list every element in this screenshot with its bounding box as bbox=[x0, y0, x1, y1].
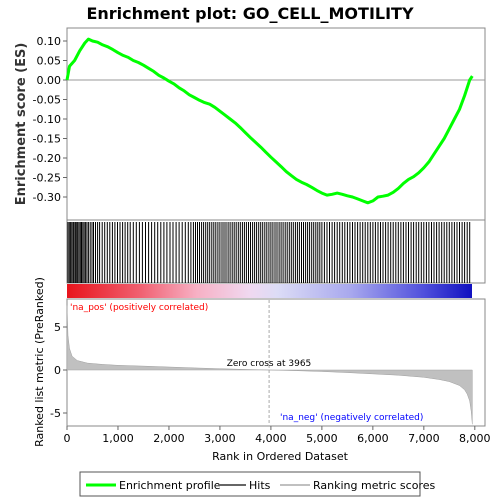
x-axis-label: Rank in Ordered Dataset bbox=[212, 450, 349, 463]
na-pos-label: 'na_pos' (positively correlated) bbox=[70, 303, 208, 313]
x-tick-label: 8,000 bbox=[459, 432, 491, 445]
es-y-tick-label: -0.25 bbox=[33, 172, 61, 185]
rank-color-strip bbox=[67, 284, 472, 298]
x-tick-label: 1,000 bbox=[102, 432, 134, 445]
chart-title: Enrichment plot: GO_CELL_MOTILITY bbox=[86, 4, 414, 23]
es-y-tick-label: -0.10 bbox=[33, 113, 61, 126]
legend-box bbox=[79, 471, 421, 497]
legend-label-enrichment-profile: Enrichment profile bbox=[119, 479, 221, 492]
enrichment-profile-line bbox=[65, 37, 474, 205]
legend: Enrichment profile Hits Ranking metric s… bbox=[79, 471, 435, 497]
es-y-ticks: 0.10 0.05 0.00 -0.05 -0.10 -0.15 -0.20 -0.25 -0.… bbox=[33, 35, 67, 204]
x-tick-label: 4,000 bbox=[255, 432, 287, 445]
es-y-tick-label: 0.10 bbox=[37, 35, 62, 48]
es-y-tick-label: -0.20 bbox=[33, 152, 61, 165]
x-tick-label: 6,000 bbox=[357, 432, 389, 445]
x-tick-label: 0 bbox=[64, 432, 71, 445]
zero-cross-label: Zero cross at 3965 bbox=[227, 359, 312, 369]
x-tick-label: 3,000 bbox=[204, 432, 236, 445]
es-plot-area bbox=[66, 27, 486, 221]
es-y-tick-label: -0.05 bbox=[33, 94, 61, 107]
x-tick-label: 2,000 bbox=[153, 432, 185, 445]
metric-x-ticks: 0 1,000 2,000 3,000 4,000 5,000 6,000 7,000 8,00… bbox=[64, 426, 491, 445]
es-y-tick-label: 0.00 bbox=[37, 74, 62, 87]
metric-y-ticks: 5 0 -5 bbox=[50, 321, 67, 420]
metric-y-tick-label: -5 bbox=[50, 407, 61, 420]
legend-label-ranking-metric-scores: Ranking metric scores bbox=[313, 479, 435, 492]
metric-panel: 50-5 0 1,000 2,000 3,000 4,000 5,000 6,000 7,00… bbox=[33, 277, 491, 463]
es-y-axis-label: Enrichment score (ES) bbox=[14, 43, 29, 206]
hits-lines bbox=[67, 222, 471, 283]
metric-y-tick-label: 0 bbox=[54, 364, 61, 377]
metric-plot-area bbox=[66, 298, 486, 427]
ranking-metric-area bbox=[66, 305, 473, 425]
na-neg-label: 'na_neg' (negatively correlated) bbox=[280, 413, 423, 423]
x-tick-label: 5,000 bbox=[306, 432, 338, 445]
es-y-tick-label: -0.30 bbox=[33, 191, 61, 204]
legend-label-hits: Hits bbox=[249, 479, 271, 492]
es-y-tick-label: 0.05 bbox=[37, 55, 62, 68]
x-tick-label: 7,000 bbox=[408, 432, 440, 445]
metric-y-axis-label: Ranked list metric (PreRanked) bbox=[33, 277, 46, 447]
es-y-tick-label: -0.15 bbox=[33, 133, 61, 146]
hits-panel bbox=[66, 219, 486, 284]
es-panel: 0.10 0.05 0.00 -0.05 -0.10 -0.15 -0.20 -0.25 -0.… bbox=[14, 27, 486, 221]
metric-y-tick-label: 5 bbox=[54, 321, 61, 334]
